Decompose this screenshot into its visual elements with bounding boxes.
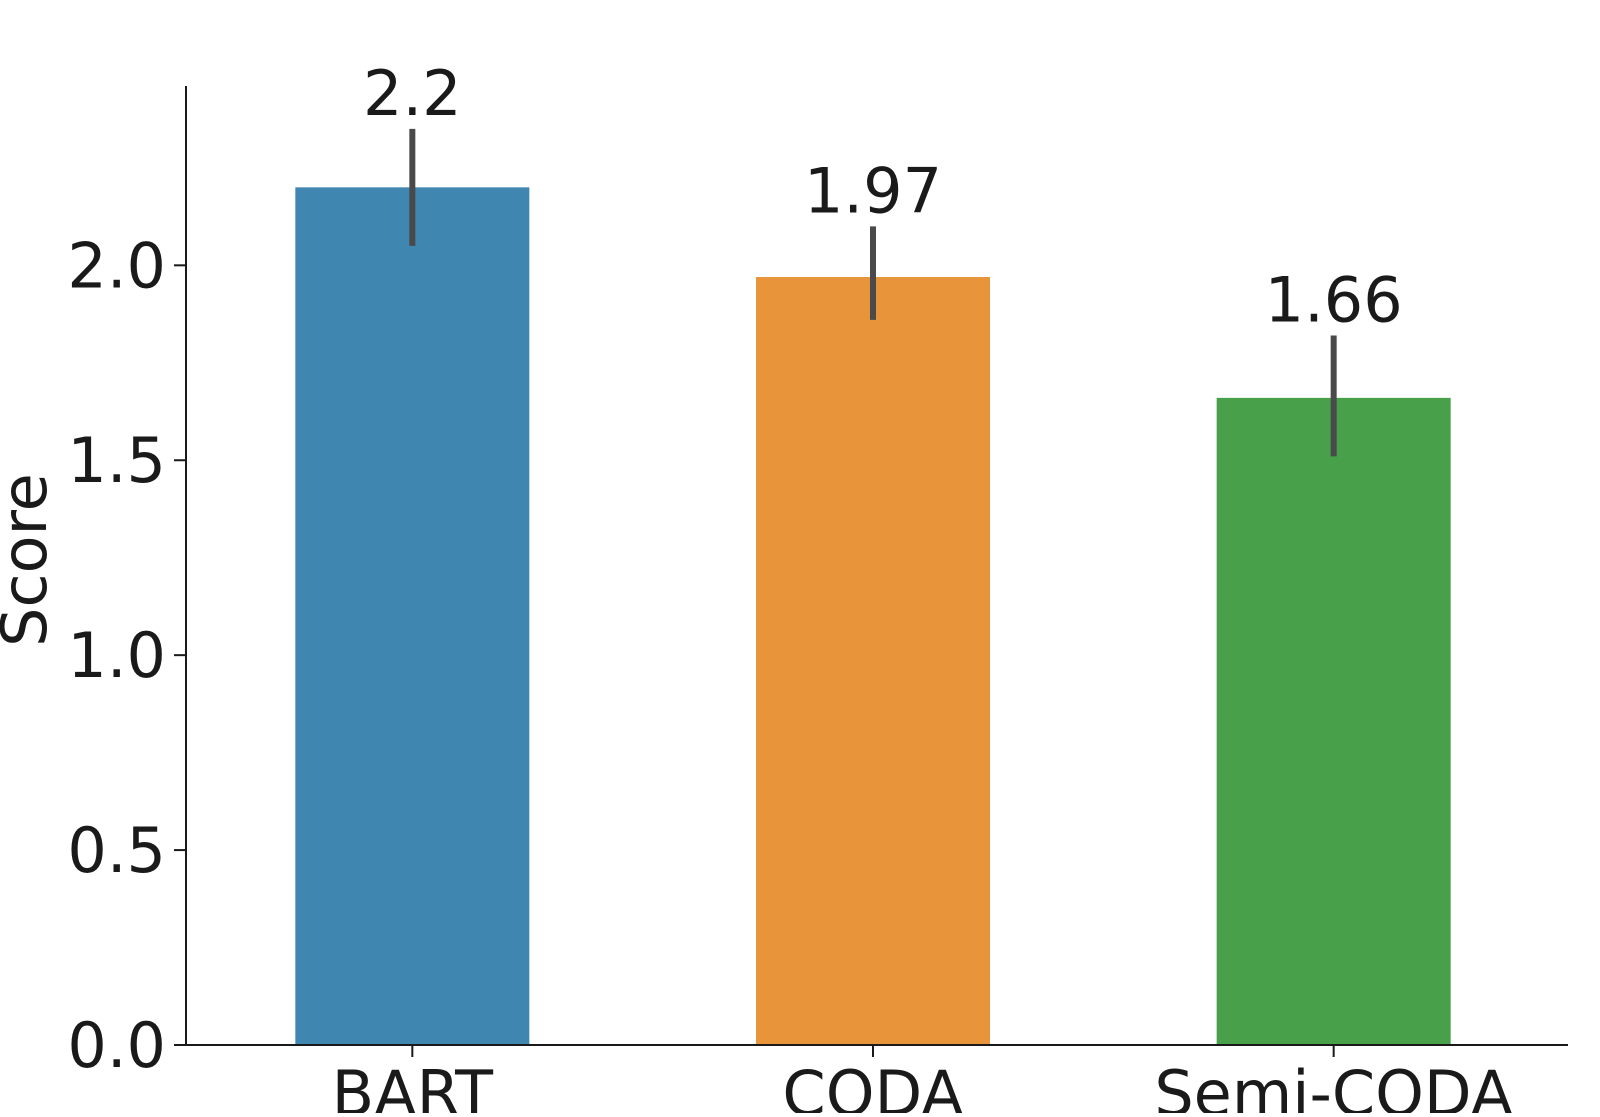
x-ticks-layer: BART CODA Semi-CODA bbox=[332, 1045, 1513, 1117]
error-bars-layer bbox=[409, 128, 1337, 457]
value-labels-layer: 2.2 1.97 1.66 bbox=[363, 57, 1403, 337]
y-ticks-layer: 0.0 0.5 1.0 1.5 2.0 bbox=[67, 229, 186, 1082]
axes-layer bbox=[185, 86, 1568, 1046]
y-tick-label: 1.5 bbox=[67, 424, 166, 497]
y-tick-label: 0.0 bbox=[67, 1009, 166, 1082]
data-label: 1.66 bbox=[1265, 263, 1403, 336]
bars-layer bbox=[295, 187, 1451, 1046]
y-tick-label: 0.5 bbox=[67, 814, 166, 887]
bar bbox=[295, 187, 530, 1045]
y-tick-label: 1.0 bbox=[67, 619, 166, 692]
x-tick-label: CODA bbox=[782, 1057, 963, 1113]
y-axis-title: Score bbox=[0, 473, 61, 647]
y-tick-label: 2.0 bbox=[67, 229, 166, 302]
bar bbox=[756, 277, 990, 1045]
bar bbox=[1216, 397, 1451, 1046]
data-label: 1.97 bbox=[804, 154, 942, 227]
data-label: 2.2 bbox=[363, 57, 462, 130]
x-tick-label: Semi-CODA bbox=[1154, 1057, 1513, 1113]
x-tick-label: BART bbox=[332, 1057, 495, 1113]
